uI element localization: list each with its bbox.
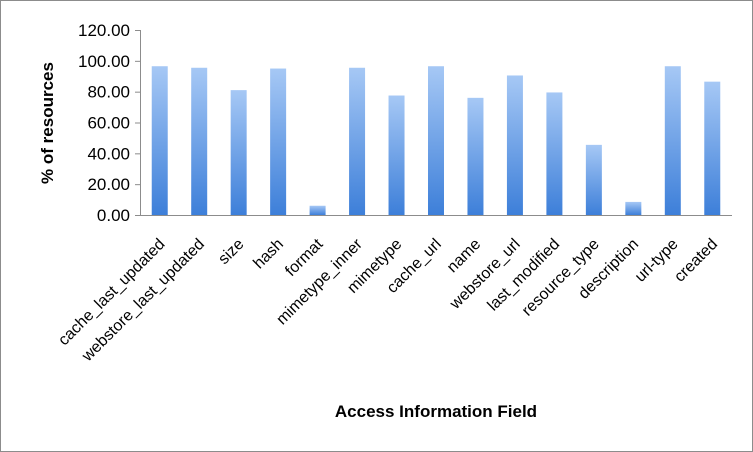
y-tick-label: 120.00: [78, 21, 130, 40]
bar-mimetype_inner: [349, 67, 366, 215]
bar-created: [704, 81, 721, 215]
bar-size: [230, 90, 247, 215]
bar-hash: [270, 68, 287, 216]
bar-cache_last_updated: [151, 66, 168, 216]
y-axis-title: % of resources: [38, 62, 57, 184]
bar-resource_type: [585, 144, 602, 215]
y-tick-label: 0.00: [97, 206, 130, 225]
x-axis-title: Access Information Field: [335, 402, 537, 421]
bars: [151, 66, 721, 216]
bar-name: [467, 97, 484, 215]
y-axis-ticks: 0.00 20.00 40.00 60.00 80.00 100.00 120.00: [78, 21, 140, 225]
y-tick-label: 40.00: [87, 144, 130, 163]
bar-cache_url: [428, 66, 444, 216]
bar-webstore_last_updated: [191, 67, 208, 215]
y-tick-label: 80.00: [87, 83, 130, 102]
x-tick-label: created: [671, 236, 721, 286]
bar-webstore_url: [506, 75, 523, 216]
bar-last_modified: [546, 92, 563, 215]
y-tick-label: 100.00: [78, 52, 130, 71]
y-tick-label: 20.00: [87, 175, 130, 194]
bar-url-type: [664, 66, 681, 216]
x-tick-label: size: [215, 236, 247, 268]
bar-description: [625, 201, 642, 215]
bar-mimetype: [388, 95, 405, 215]
x-tick-label: url-type: [632, 236, 682, 286]
y-tick-label: 60.00: [87, 114, 130, 133]
x-tick-label: hash: [250, 236, 287, 273]
bar-format: [309, 205, 326, 215]
